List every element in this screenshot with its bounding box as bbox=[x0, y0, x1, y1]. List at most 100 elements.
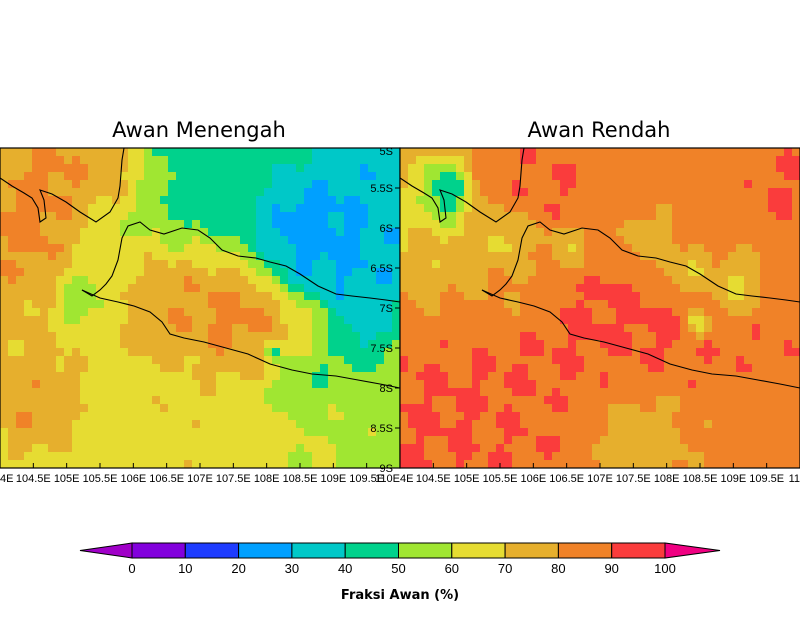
heat-cell bbox=[480, 316, 489, 325]
heat-cell bbox=[792, 276, 800, 285]
heat-cell bbox=[792, 372, 800, 381]
heat-cell bbox=[184, 364, 193, 373]
heat-cell bbox=[688, 268, 697, 277]
panel-title-menengah: Awan Menengah bbox=[112, 118, 286, 142]
heat-cell bbox=[136, 452, 145, 461]
heat-cell bbox=[488, 188, 497, 197]
heat-cell bbox=[80, 444, 89, 453]
heat-cell bbox=[392, 172, 400, 181]
heat-cell bbox=[128, 316, 137, 325]
heat-cell bbox=[256, 308, 265, 317]
heat-cell bbox=[512, 292, 521, 301]
heat-cell bbox=[56, 220, 65, 229]
heat-cell bbox=[696, 236, 705, 245]
heat-cell bbox=[496, 180, 505, 189]
heat-cell bbox=[328, 420, 337, 429]
heat-cell bbox=[760, 276, 769, 285]
heat-cell bbox=[568, 220, 577, 229]
heat-cell bbox=[344, 284, 353, 293]
heat-cell bbox=[376, 156, 385, 165]
heat-cell bbox=[792, 220, 800, 229]
heat-cell bbox=[96, 236, 105, 245]
heat-cell bbox=[416, 292, 425, 301]
heat-cell bbox=[720, 276, 729, 285]
heat-cell bbox=[240, 236, 249, 245]
heat-cell bbox=[544, 460, 553, 468]
heat-cell bbox=[288, 244, 297, 253]
heat-cell bbox=[40, 236, 49, 245]
heat-cell bbox=[640, 428, 649, 437]
heat-cell bbox=[104, 324, 113, 333]
heat-cell bbox=[216, 396, 225, 405]
heat-cell bbox=[680, 388, 689, 397]
heat-cell bbox=[528, 244, 537, 253]
heat-cell bbox=[504, 292, 513, 301]
heat-cell bbox=[584, 220, 593, 229]
heat-cell bbox=[264, 420, 273, 429]
heat-cell bbox=[248, 444, 257, 453]
heat-cell bbox=[152, 236, 161, 245]
heat-cell bbox=[232, 340, 241, 349]
heat-cell bbox=[728, 204, 737, 213]
heat-cell bbox=[120, 356, 129, 365]
heat-cell bbox=[632, 436, 641, 445]
heat-cell bbox=[608, 220, 617, 229]
heat-cell bbox=[352, 380, 361, 389]
heat-cell bbox=[560, 196, 569, 205]
heat-cell bbox=[672, 268, 681, 277]
heat-cell bbox=[120, 332, 129, 341]
heat-cell bbox=[344, 220, 353, 229]
heat-cell bbox=[512, 380, 521, 389]
heat-cell bbox=[768, 172, 777, 181]
heat-cell bbox=[592, 172, 601, 181]
heat-cell bbox=[480, 412, 489, 421]
heat-cell bbox=[32, 412, 41, 421]
heat-cell bbox=[424, 420, 433, 429]
heat-cell bbox=[16, 404, 25, 413]
heat-cell bbox=[592, 244, 601, 253]
heat-cell bbox=[608, 372, 617, 381]
heat-cell bbox=[432, 388, 441, 397]
heat-cell bbox=[712, 204, 721, 213]
heat-cell bbox=[760, 236, 769, 245]
heat-cell bbox=[480, 324, 489, 333]
heat-cell bbox=[32, 164, 41, 173]
heat-cell bbox=[528, 356, 537, 365]
heat-cell bbox=[392, 324, 400, 333]
heat-cell bbox=[296, 316, 305, 325]
heat-cell bbox=[448, 292, 457, 301]
heat-cell bbox=[168, 148, 177, 157]
heat-cell bbox=[744, 348, 753, 357]
heat-cell bbox=[480, 292, 489, 301]
heat-cell bbox=[632, 372, 641, 381]
heat-cell bbox=[480, 388, 489, 397]
heat-cell bbox=[192, 156, 201, 165]
heat-cell bbox=[136, 220, 145, 229]
heat-cell bbox=[168, 260, 177, 269]
heat-cell bbox=[320, 444, 329, 453]
heat-cell bbox=[464, 268, 473, 277]
heat-cell bbox=[48, 372, 57, 381]
heat-cell bbox=[704, 436, 713, 445]
heat-cell bbox=[704, 228, 713, 237]
heat-cell bbox=[264, 180, 273, 189]
heat-cell bbox=[256, 452, 265, 461]
heat-cell bbox=[288, 316, 297, 325]
heat-cell bbox=[56, 372, 65, 381]
heat-cell bbox=[536, 364, 545, 373]
heat-cell bbox=[624, 228, 633, 237]
heat-cell bbox=[488, 332, 497, 341]
heat-cell bbox=[536, 356, 545, 365]
heat-cell bbox=[104, 196, 113, 205]
heat-cell bbox=[656, 172, 665, 181]
heat-cell bbox=[104, 356, 113, 365]
heat-cell bbox=[64, 220, 73, 229]
heat-cell bbox=[744, 396, 753, 405]
heat-cell bbox=[760, 356, 769, 365]
heat-cell bbox=[696, 180, 705, 189]
heat-cell bbox=[448, 204, 457, 213]
heat-cell bbox=[336, 236, 345, 245]
heat-cell bbox=[144, 324, 153, 333]
heat-cell bbox=[520, 300, 529, 309]
heat-cell bbox=[600, 284, 609, 293]
